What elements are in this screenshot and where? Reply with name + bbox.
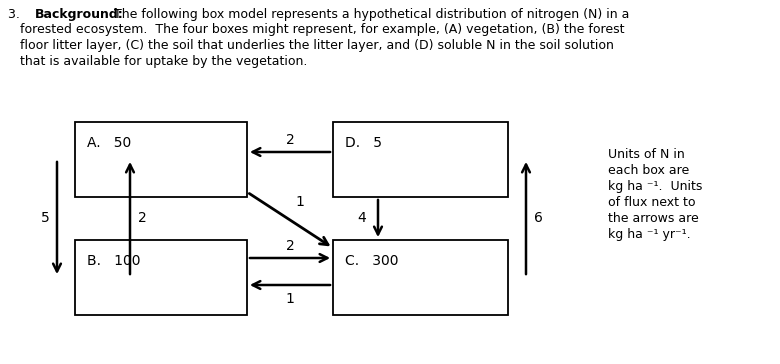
Text: of flux next to: of flux next to — [608, 196, 696, 209]
Text: 1: 1 — [296, 195, 304, 209]
Text: 3.: 3. — [8, 8, 28, 21]
Text: each box are: each box are — [608, 164, 690, 177]
Text: 1: 1 — [285, 292, 294, 306]
Text: the arrows are: the arrows are — [608, 212, 699, 225]
Text: 5: 5 — [41, 211, 49, 225]
Bar — [75, 122, 247, 197]
Text: kg ha ⁻¹ yr⁻¹.: kg ha ⁻¹ yr⁻¹. — [608, 228, 690, 241]
Text: B.   100: B. 100 — [87, 254, 140, 268]
Text: 2: 2 — [137, 211, 147, 225]
Text: kg ha ⁻¹.  Units: kg ha ⁻¹. Units — [608, 180, 702, 193]
Text: 4: 4 — [357, 211, 367, 225]
Text: Units of N in: Units of N in — [608, 148, 685, 161]
Text: D.   5: D. 5 — [345, 136, 382, 150]
Text: that is available for uptake by the vegetation.: that is available for uptake by the vege… — [8, 55, 307, 67]
Text: forested ecosystem.  The four boxes might represent, for example, (A) vegetation: forested ecosystem. The four boxes might… — [8, 24, 625, 36]
Text: The following box model represents a hypothetical distribution of nitrogen (N) i: The following box model represents a hyp… — [110, 8, 629, 21]
Text: 6: 6 — [534, 211, 542, 225]
Text: 2: 2 — [285, 133, 294, 147]
Text: Background:: Background: — [35, 8, 124, 21]
Text: floor litter layer, (C) the soil that underlies the litter layer, and (D) solubl: floor litter layer, (C) the soil that un… — [8, 39, 614, 52]
Text: 2: 2 — [285, 239, 294, 253]
Bar — [333, 122, 508, 197]
Bar — [75, 240, 247, 315]
Text: A.   50: A. 50 — [87, 136, 131, 150]
Text: C.   300: C. 300 — [345, 254, 399, 268]
Bar — [333, 240, 508, 315]
